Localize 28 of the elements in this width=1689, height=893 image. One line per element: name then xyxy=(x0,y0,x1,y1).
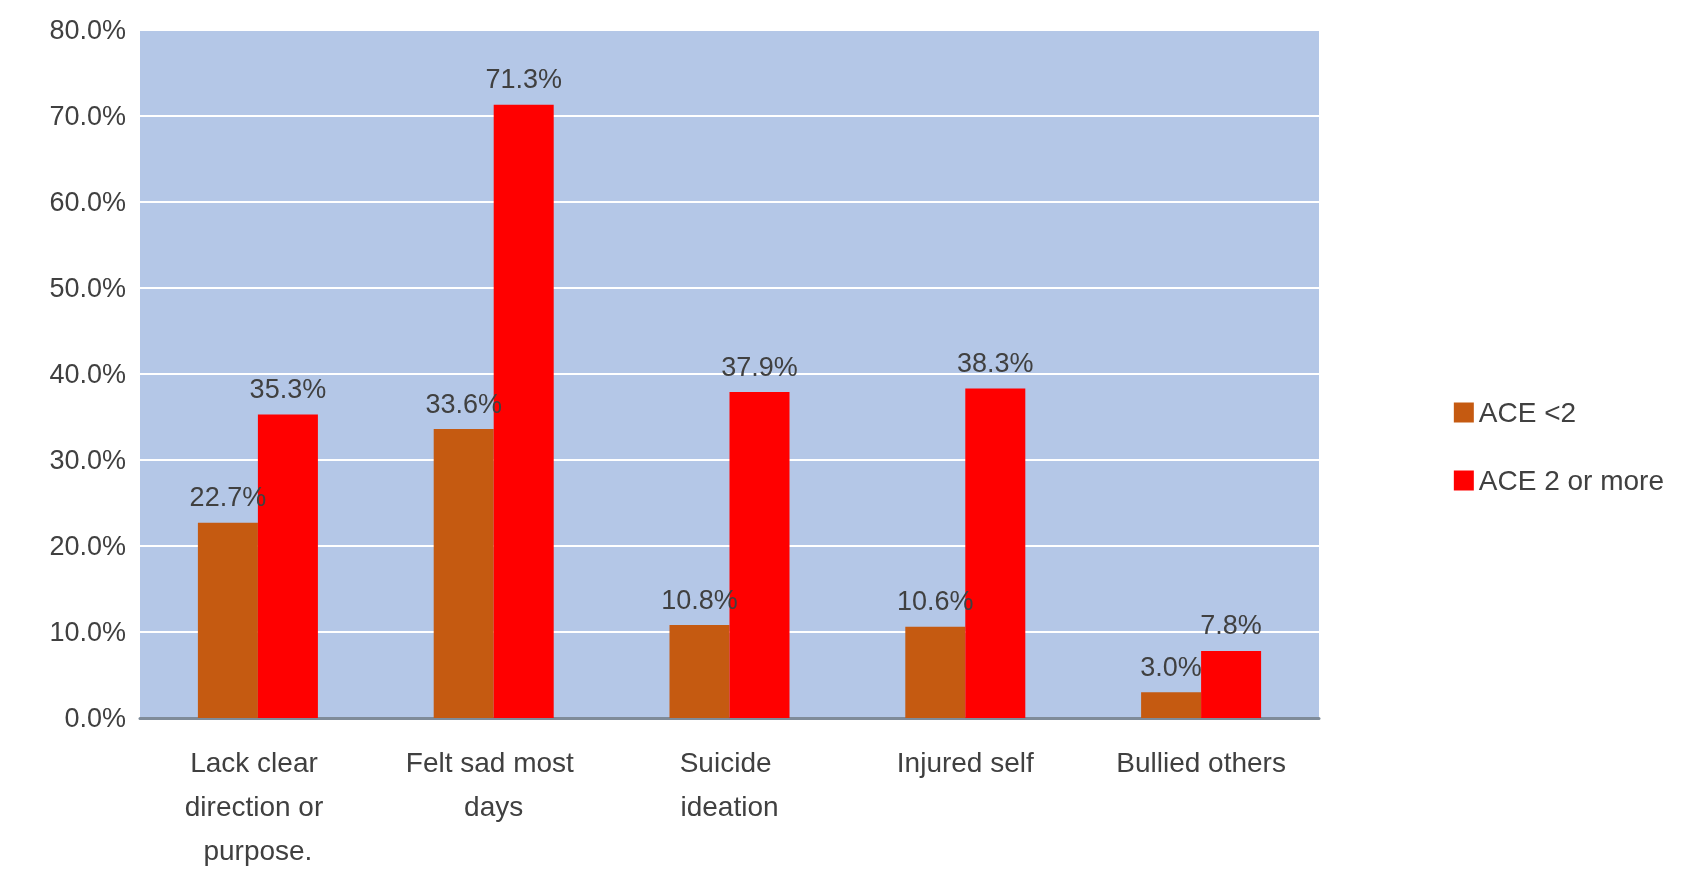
data-label: 3.0% xyxy=(1140,651,1202,682)
y-tick-label: 60.0% xyxy=(49,187,126,217)
data-label: 71.3% xyxy=(485,64,562,95)
bar xyxy=(1141,692,1202,718)
x-tick-label: Injured self xyxy=(896,746,1034,778)
data-label: 37.9% xyxy=(721,351,798,382)
y-tick-label: 20.0% xyxy=(49,531,126,561)
data-label: 38.3% xyxy=(957,348,1034,379)
y-tick-label: 80.0% xyxy=(49,15,126,45)
x-tick-label: Suicide ideation xyxy=(679,746,780,822)
bar xyxy=(197,522,258,718)
x-tick-label: Bullied others xyxy=(1116,746,1286,778)
bar xyxy=(905,626,966,718)
y-tick-label: 40.0% xyxy=(49,359,126,389)
x-tick-label: Felt sad most days xyxy=(405,746,582,822)
bar xyxy=(433,429,494,718)
y-tick-label: 70.0% xyxy=(49,101,126,131)
x-tick-label: Lack clear direction or purpose. xyxy=(184,746,332,866)
data-label: 35.3% xyxy=(249,373,327,404)
y-tick-label: 0.0% xyxy=(64,703,126,733)
legend-label: ACE 2 or more xyxy=(1478,465,1664,496)
bar xyxy=(669,625,730,718)
y-tick-label: 10.0% xyxy=(49,617,126,647)
legend-label: ACE <2 xyxy=(1478,397,1577,428)
data-label: 7.8% xyxy=(1200,610,1262,641)
y-tick-label: 30.0% xyxy=(49,445,126,475)
y-tick-label: 50.0% xyxy=(49,273,126,303)
bar xyxy=(1201,650,1262,718)
